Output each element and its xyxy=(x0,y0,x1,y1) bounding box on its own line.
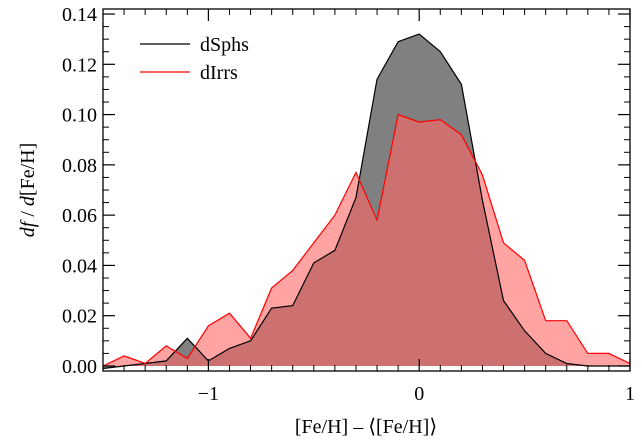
y-tick-label: 0.08 xyxy=(62,155,97,177)
y-tick-label: 0.02 xyxy=(62,306,97,328)
y-axis-label-feh: [Fe/H] xyxy=(17,143,39,196)
y-tick-label: 0.12 xyxy=(62,54,97,76)
y-axis-label-slash: / xyxy=(17,206,39,222)
x-tick-label: 0 xyxy=(414,383,424,405)
x-axis-label: [Fe/H] – ⟨[Fe/H]⟩ xyxy=(295,416,437,438)
y-tick-label: 0.00 xyxy=(62,356,97,378)
legend: dSphs dIrrs xyxy=(140,34,249,84)
legend-label-dsphs: dSphs xyxy=(200,34,249,56)
y-axis-label: df / d[Fe/H] xyxy=(17,143,39,237)
y-tick-label: 0.14 xyxy=(62,4,97,26)
y-tick-label: 0.06 xyxy=(62,205,97,227)
y-tick-label: 0.04 xyxy=(62,255,97,277)
y-axis-label-d: d xyxy=(17,195,39,206)
y-tick-label: 0.10 xyxy=(62,105,97,127)
legend-label-dirrs: dIrrs xyxy=(200,62,238,84)
axis-ticks xyxy=(102,9,631,371)
x-tick-label: 1 xyxy=(625,383,635,405)
line-dirrs xyxy=(103,113,630,367)
y-axis-label-df: df xyxy=(17,219,39,237)
area-dirrs xyxy=(103,114,630,366)
tick-labels: −1 0 1 0.00 0.02 0.04 0.06 0.08 0.10 0.12 0.14 xyxy=(62,4,635,405)
series-fills xyxy=(103,34,630,369)
x-tick-label: −1 xyxy=(198,383,219,405)
